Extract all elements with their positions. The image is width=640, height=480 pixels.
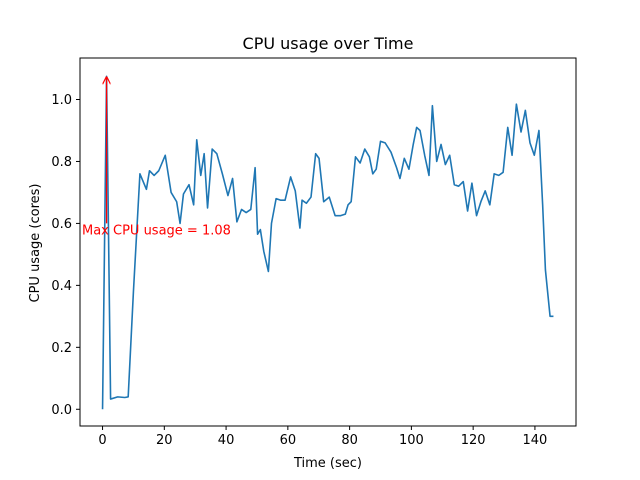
x-tick-label: 60: [280, 433, 297, 448]
x-tick-label: 120: [461, 433, 486, 448]
x-tick-label: 40: [218, 433, 235, 448]
plot-area: Max CPU usage = 1.08 0 20 40 60 80 100 120 140 0.…: [51, 57, 577, 448]
y-tick-label: 0.8: [51, 155, 72, 170]
x-tick-label: 20: [156, 433, 173, 448]
series-line-0: [101, 75, 554, 410]
x-tick-label: 140: [523, 433, 548, 448]
x-tick-label: 0: [98, 433, 106, 448]
y-tick-label: 0.6: [51, 217, 72, 232]
x-tick-label: 100: [399, 433, 424, 448]
y-axis-label: CPU usage (cores): [28, 184, 43, 303]
y-tick-label: 0.0: [51, 403, 72, 418]
y-tick-label: 0.2: [51, 341, 72, 356]
annotation-text: Max CPU usage = 1.08: [82, 224, 231, 239]
x-tick-label: 80: [341, 433, 358, 448]
chart-title: CPU usage over Time: [243, 34, 414, 53]
y-tick-label: 0.4: [51, 279, 72, 294]
plot-frame: [79, 57, 577, 427]
y-tick-label: 1.0: [51, 93, 72, 108]
x-axis-label: Time (sec): [293, 456, 362, 471]
